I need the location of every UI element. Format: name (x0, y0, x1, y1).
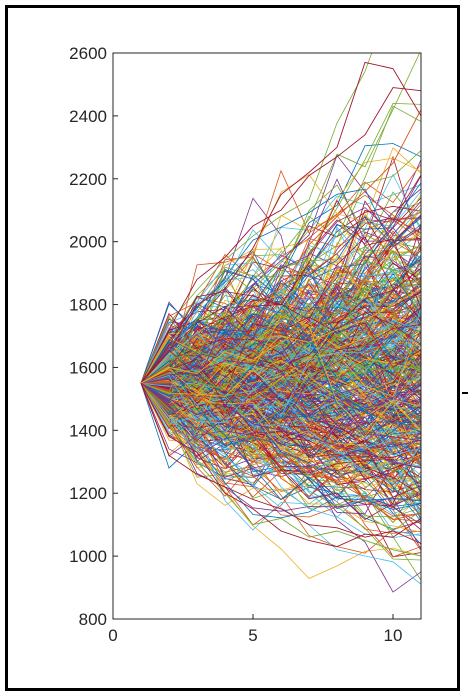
simulation-path (140, 200, 421, 385)
simulation-path (140, 382, 421, 521)
simulation-path (140, 316, 421, 401)
simulation-path (140, 382, 421, 499)
simulation-path (140, 330, 421, 396)
simulation-path (140, 312, 421, 405)
outside-tick-mark (462, 392, 468, 394)
simulation-path (140, 307, 421, 384)
simulation-path (140, 360, 421, 442)
simulation-path (140, 382, 421, 469)
simulation-path (140, 382, 421, 537)
simulation-path (140, 315, 421, 432)
line-chart: 800 1000 1200 1400 1600 1800 2000 2200 2400 2600 0… (69, 44, 422, 645)
simulation-path (140, 382, 421, 454)
simulation-path (140, 232, 421, 384)
simulation-path (140, 87, 421, 384)
y-tick-label: 2200 (69, 170, 107, 189)
simulation-path (140, 376, 421, 443)
simulation-path (140, 354, 421, 453)
simulation-path (140, 314, 421, 384)
simulation-path (140, 329, 421, 402)
simulation-path (140, 334, 421, 424)
simulation-path (140, 382, 421, 469)
simulation-path (140, 364, 421, 520)
simulation-path (140, 382, 421, 518)
simulation-path (140, 214, 421, 442)
simulation-path (140, 188, 421, 384)
simulation-path (140, 382, 421, 465)
series-layer (140, 53, 421, 593)
x-tick-label: 10 (384, 626, 403, 645)
simulation-path (140, 288, 421, 384)
simulation-path (140, 365, 421, 438)
simulation-path (140, 184, 421, 384)
simulation-path (140, 382, 421, 500)
simulation-path (140, 244, 421, 384)
simulation-path (140, 174, 421, 384)
simulation-path (140, 338, 421, 424)
simulation-path (140, 260, 421, 444)
simulation-path (140, 297, 421, 384)
simulation-path (140, 324, 421, 426)
simulation-path (140, 274, 421, 398)
y-tick-label: 1200 (69, 484, 107, 503)
simulation-path (140, 360, 421, 417)
simulation-path (140, 109, 421, 384)
simulation-path (140, 383, 421, 544)
simulation-path (140, 351, 421, 478)
simulation-path (140, 383, 421, 585)
y-tick-label: 1400 (69, 421, 107, 440)
simulation-path (140, 382, 421, 533)
simulation-path (140, 382, 421, 557)
figure-frame: 800 1000 1200 1400 1600 1800 2000 2200 2400 2600 0… (5, 5, 460, 691)
x-tick-label: 5 (248, 626, 257, 645)
simulation-path (140, 361, 421, 453)
simulation-path (140, 169, 421, 384)
simulation-path (140, 297, 421, 384)
y-tick-label: 1800 (69, 296, 107, 315)
simulation-path (140, 267, 421, 384)
simulation-path (140, 199, 421, 384)
simulation-path (140, 61, 421, 384)
simulation-path (140, 378, 421, 466)
simulation-path (140, 342, 421, 388)
y-tick-label: 1600 (69, 358, 107, 377)
y-tick-label: 1000 (69, 547, 107, 566)
simulation-path (140, 105, 421, 384)
x-tick-label: 0 (108, 626, 117, 645)
axes-layer: 800 1000 1200 1400 1600 1800 2000 2200 2400 2600 0… (69, 44, 422, 645)
y-tick-label: 2000 (69, 233, 107, 252)
simulation-path (140, 324, 421, 400)
y-tick-label: 2600 (69, 44, 107, 63)
simulation-path (140, 338, 421, 440)
y-tick-label: 2400 (69, 107, 107, 126)
simulation-path (140, 381, 421, 468)
y-tick-label: 800 (79, 610, 107, 629)
simulation-path (140, 333, 421, 432)
plot-box (112, 52, 422, 620)
simulation-path (140, 150, 421, 394)
simulation-path (140, 307, 421, 406)
simulation-path (140, 340, 421, 458)
simulation-path (140, 382, 421, 550)
simulation-path (140, 348, 421, 387)
simulation-path (140, 375, 421, 515)
simulation-path (140, 277, 421, 384)
simulation-path (140, 315, 421, 408)
simulation-path (140, 378, 421, 418)
